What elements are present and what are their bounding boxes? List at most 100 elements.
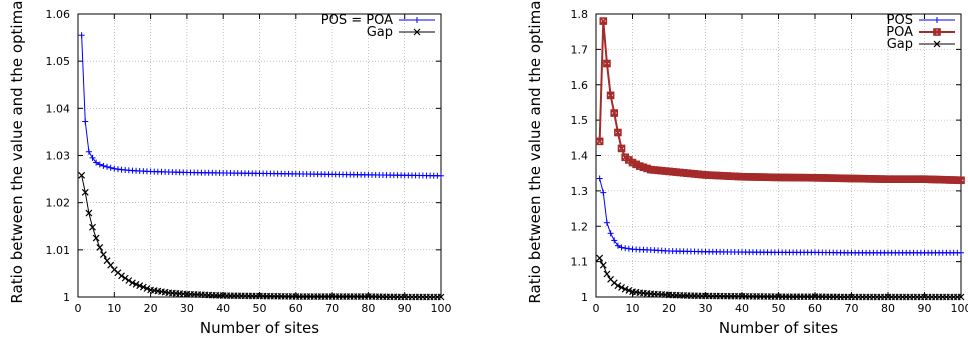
legend-swatch-marker-d2 bbox=[933, 28, 941, 36]
y-tick-label: 1 bbox=[581, 291, 588, 304]
data-point bbox=[89, 223, 96, 231]
legend-swatch-marker bbox=[933, 40, 941, 48]
data-point-d2 bbox=[118, 272, 125, 280]
data-point bbox=[78, 171, 86, 179]
data-point bbox=[618, 284, 625, 291]
data-point-d2 bbox=[437, 293, 445, 301]
data-point bbox=[603, 59, 611, 68]
data-point bbox=[617, 144, 626, 153]
data-point-d2 bbox=[85, 209, 93, 217]
x-tick-label: 90 bbox=[398, 302, 412, 315]
data-point bbox=[622, 245, 629, 252]
series-gap bbox=[78, 171, 445, 301]
data-point bbox=[625, 287, 633, 294]
legend-label: POS bbox=[887, 13, 913, 28]
right-chart: 0 10 20 30 40 50 60 70 80 90 100 1 1.1 1.2 1.3 1.4 1.5 1.… bbox=[526, 0, 968, 337]
data-point bbox=[129, 279, 136, 287]
data-point bbox=[82, 118, 89, 125]
legend-swatch-marker-d2 bbox=[933, 40, 941, 48]
y-tick-label: 1.02 bbox=[46, 197, 71, 210]
x-tick-label: 100 bbox=[951, 302, 968, 315]
data-point-d2 bbox=[599, 261, 607, 269]
series-line bbox=[81, 35, 442, 177]
data-point-d2 bbox=[81, 188, 89, 196]
legend-label: POS = POA bbox=[321, 13, 393, 28]
data-point-d2 bbox=[129, 279, 136, 287]
y-axis-label: Ratio between the value and the optimal bbox=[8, 0, 26, 304]
data-point bbox=[957, 293, 965, 301]
data-point-d2 bbox=[121, 274, 129, 282]
y-tick-label: 1.7 bbox=[571, 43, 589, 56]
grid-lines bbox=[77, 13, 442, 298]
data-point-d2 bbox=[99, 251, 107, 258]
legend-swatch-marker bbox=[934, 17, 940, 23]
data-point bbox=[437, 293, 445, 301]
data-point-d2 bbox=[610, 279, 618, 287]
data-point bbox=[603, 219, 610, 226]
legend-swatch-marker bbox=[414, 17, 420, 23]
x-tick-label: 20 bbox=[144, 302, 158, 315]
y-axis-label: Ratio between the value and the optimal bbox=[526, 0, 544, 304]
data-point-d2 bbox=[599, 17, 607, 25]
series-line bbox=[81, 175, 441, 298]
series-pos-poa bbox=[78, 32, 444, 179]
data-point-d2 bbox=[625, 287, 633, 294]
data-point bbox=[621, 285, 629, 293]
data-point-d2 bbox=[621, 285, 629, 293]
data-point bbox=[610, 109, 619, 117]
legend-label: Gap bbox=[367, 25, 393, 40]
data-point-d2 bbox=[161, 288, 169, 296]
x-tick-label: 80 bbox=[881, 302, 895, 315]
data-point bbox=[103, 257, 111, 265]
data-point bbox=[595, 137, 604, 146]
data-point bbox=[78, 32, 85, 39]
data-point-box bbox=[614, 128, 622, 137]
data-point bbox=[81, 188, 89, 196]
x-axis-label: Number of sites bbox=[200, 319, 319, 337]
x-tick-label: 70 bbox=[325, 302, 339, 315]
data-point bbox=[85, 209, 93, 217]
y-tick-label: 1.05 bbox=[46, 55, 71, 68]
series-gap bbox=[596, 254, 965, 301]
data-point-box bbox=[957, 176, 965, 185]
x-tick-label: 10 bbox=[626, 302, 640, 315]
data-point bbox=[93, 159, 100, 166]
data-point bbox=[104, 163, 111, 170]
data-point-d2 bbox=[150, 287, 158, 294]
data-point bbox=[625, 245, 632, 252]
x-tick-label: 70 bbox=[845, 302, 859, 315]
data-point-box bbox=[610, 109, 619, 117]
y-tick-label: 1.2 bbox=[571, 220, 589, 233]
data-point bbox=[606, 91, 615, 100]
data-point-d2 bbox=[610, 109, 618, 117]
data-point-d2 bbox=[158, 288, 165, 296]
legend-swatch-marker-d2 bbox=[413, 28, 421, 36]
data-point bbox=[107, 164, 114, 171]
data-point bbox=[618, 244, 625, 251]
x-tick-label: 100 bbox=[431, 302, 452, 315]
data-point bbox=[125, 277, 133, 284]
legend-label: Gap bbox=[887, 37, 913, 52]
x-axis-label: Number of sites bbox=[719, 319, 838, 337]
x-tick-label: 10 bbox=[107, 302, 121, 315]
data-point-d2 bbox=[614, 128, 622, 137]
data-point-d2 bbox=[603, 270, 611, 278]
left-chart: 0 10 20 30 40 50 60 70 80 90 100 1 1.01 1.02 1.03 1.04 1… bbox=[8, 0, 452, 337]
x-tick-label: 50 bbox=[772, 302, 786, 315]
data-point bbox=[603, 270, 611, 278]
x-tick-label: 20 bbox=[662, 302, 676, 315]
data-point bbox=[599, 261, 607, 269]
legend-swatch-marker bbox=[413, 28, 421, 36]
x-tick-label: 40 bbox=[735, 302, 749, 315]
data-point-d2 bbox=[614, 282, 622, 290]
data-point-d2 bbox=[107, 261, 115, 269]
data-point bbox=[614, 128, 622, 137]
data-point-d2 bbox=[103, 257, 111, 265]
data-point-d2 bbox=[596, 137, 604, 145]
x-tick-label: 30 bbox=[180, 302, 194, 315]
x-tick-label: 50 bbox=[253, 302, 267, 315]
x-tick-label: 0 bbox=[593, 302, 600, 315]
data-point bbox=[96, 161, 103, 168]
